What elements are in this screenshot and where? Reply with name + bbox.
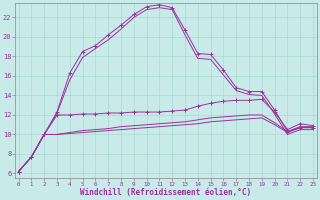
X-axis label: Windchill (Refroidissement éolien,°C): Windchill (Refroidissement éolien,°C) — [80, 188, 252, 197]
